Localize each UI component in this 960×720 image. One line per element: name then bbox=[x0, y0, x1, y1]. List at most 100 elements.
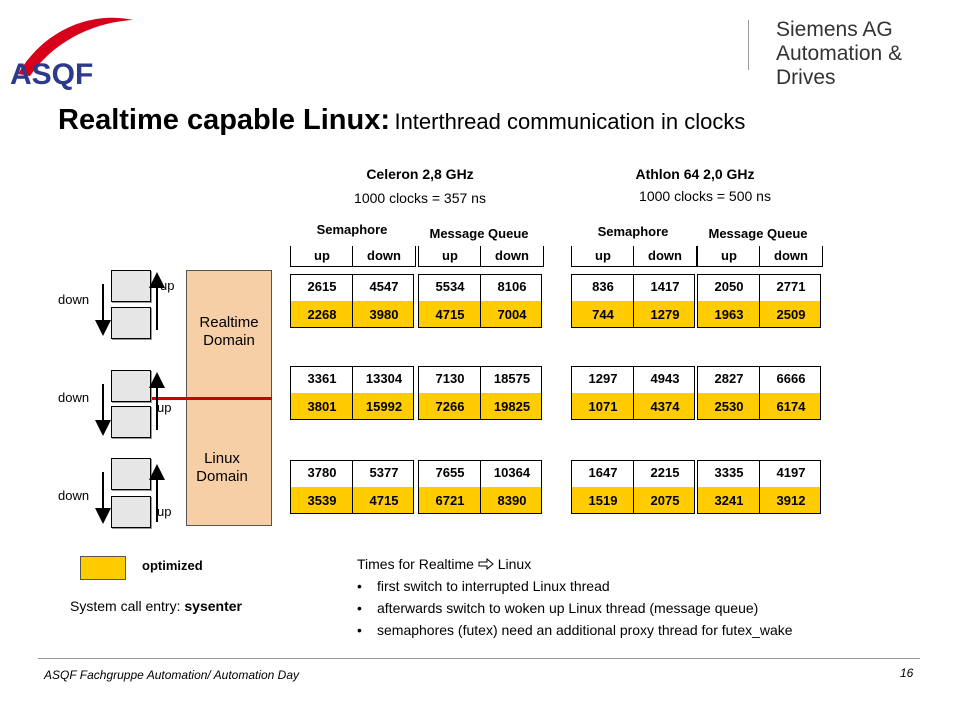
domain-separator-line bbox=[148, 397, 272, 400]
optimized-down-value: 1279 bbox=[650, 307, 680, 322]
timing-cell: 2050 2771 1963 2509 bbox=[697, 274, 821, 328]
title-main: Realtime capable Linux: bbox=[58, 104, 390, 136]
thread-box bbox=[111, 458, 151, 490]
footer-rule bbox=[38, 658, 920, 659]
realtime-domain-label: Realtime Domain bbox=[186, 314, 272, 350]
up-label: up bbox=[160, 278, 175, 293]
thread-box bbox=[111, 307, 151, 339]
timing-cell: 836 1417 744 1279 bbox=[571, 274, 695, 328]
company-division: Automation & Drives bbox=[776, 42, 903, 89]
col-down: down bbox=[495, 248, 529, 263]
up-value: 1297 bbox=[588, 371, 618, 386]
cpu1-name: Celeron 2,8 GHz bbox=[366, 166, 474, 182]
company-divider bbox=[748, 20, 749, 70]
list-item: • semaphores (futex) need an additional p… bbox=[357, 622, 793, 638]
logo-swoosh-icon bbox=[18, 17, 133, 76]
up-value: 836 bbox=[592, 279, 614, 294]
linux-line2: Domain bbox=[196, 468, 248, 485]
notes-heading: Times for Realtime Linux bbox=[357, 556, 531, 573]
up-value: 7655 bbox=[435, 465, 465, 480]
syscall-entry: System call entry: sysenter bbox=[70, 598, 242, 614]
page-number: 16 bbox=[900, 666, 914, 680]
syscall-value: sysenter bbox=[184, 598, 242, 614]
down-value: 10364 bbox=[493, 465, 531, 480]
thread-box bbox=[111, 270, 151, 302]
domain-diagram: Realtime Domain Linux Domain down down d… bbox=[40, 260, 280, 540]
down-value: 6666 bbox=[776, 371, 806, 386]
up-value: 2827 bbox=[714, 371, 744, 386]
syscall-prefix: System call entry: bbox=[70, 598, 185, 614]
optimized-down-value: 3980 bbox=[369, 307, 399, 322]
up-value: 3361 bbox=[307, 371, 337, 386]
timing-cell: 5534 8106 4715 7004 bbox=[418, 274, 542, 328]
group-label: Message Queue bbox=[708, 226, 808, 241]
group-label: Semaphore bbox=[316, 222, 388, 237]
thread-box bbox=[111, 496, 151, 528]
column-header: up down bbox=[571, 246, 697, 267]
optimized-up-value: 1071 bbox=[588, 399, 618, 414]
logo-text: ASQF bbox=[10, 58, 94, 91]
notes-heading-prefix: Times for Realtime bbox=[357, 556, 474, 572]
down-value: 8106 bbox=[497, 279, 527, 294]
timing-cell: 1297 4943 1071 4374 bbox=[571, 366, 695, 420]
timing-cell: 1647 2215 1519 2075 bbox=[571, 460, 695, 514]
col-up: up bbox=[721, 248, 737, 263]
company-block: Siemens AG Automation & Drives bbox=[748, 18, 958, 89]
column-header: up down bbox=[418, 246, 544, 267]
optimized-down-value: 4715 bbox=[369, 493, 399, 508]
optimized-up-value: 1519 bbox=[588, 493, 618, 508]
optimized-down-value: 2509 bbox=[776, 307, 806, 322]
company-name: Siemens AG bbox=[776, 18, 893, 41]
down-value: 13304 bbox=[365, 371, 403, 386]
linux-domain-label: Linux Domain bbox=[182, 450, 262, 486]
column-header: up down bbox=[697, 246, 823, 267]
down-value: 4547 bbox=[369, 279, 399, 294]
down-value: 4197 bbox=[776, 465, 806, 480]
up-value: 2050 bbox=[714, 279, 744, 294]
optimized-up-value: 2530 bbox=[714, 399, 744, 414]
optimized-up-value: 7266 bbox=[435, 399, 465, 414]
up-value: 5534 bbox=[435, 279, 465, 294]
optimized-up-value: 744 bbox=[592, 307, 614, 322]
optimized-down-value: 6174 bbox=[776, 399, 806, 414]
down-value: 18575 bbox=[493, 371, 531, 386]
optimized-up-value: 3539 bbox=[307, 493, 337, 508]
down-value: 4943 bbox=[650, 371, 680, 386]
timing-cell: 2827 6666 2530 6174 bbox=[697, 366, 821, 420]
optimized-up-value: 3241 bbox=[714, 493, 744, 508]
asqf-logo: ASQF bbox=[8, 14, 138, 94]
thread-box bbox=[111, 406, 151, 438]
optimized-down-value: 4374 bbox=[650, 399, 680, 414]
cpu2-clocks: 1000 clocks = 500 ns bbox=[639, 188, 771, 204]
optimized-down-value: 15992 bbox=[365, 399, 403, 414]
title-sub: Interthread communication in clocks bbox=[394, 109, 746, 134]
realtime-line1: Realtime bbox=[199, 314, 259, 331]
down-value: 1417 bbox=[650, 279, 680, 294]
timing-cell: 3780 5377 3539 4715 bbox=[290, 460, 414, 514]
up-value: 2615 bbox=[307, 279, 337, 294]
timing-cell: 7130 18575 7266 19825 bbox=[418, 366, 542, 420]
col-up: up bbox=[595, 248, 611, 263]
optimized-down-value: 7004 bbox=[497, 307, 527, 322]
optimized-up-value: 4715 bbox=[435, 307, 465, 322]
realtime-line2: Domain bbox=[203, 332, 255, 349]
optimized-down-value: 3912 bbox=[776, 493, 806, 508]
optimized-down-value: 19825 bbox=[493, 399, 531, 414]
notes-list: • first switch to interrupted Linux threa… bbox=[357, 578, 917, 644]
optimized-up-value: 6721 bbox=[435, 493, 465, 508]
down-value: 5377 bbox=[369, 465, 399, 480]
optimized-up-value: 2268 bbox=[307, 307, 337, 322]
down-value: 2771 bbox=[776, 279, 806, 294]
col-down: down bbox=[648, 248, 682, 263]
down-label: down bbox=[58, 292, 90, 307]
footer-text: ASQF Fachgruppe Automation/ Automation D… bbox=[44, 668, 300, 682]
down-value: 2215 bbox=[650, 465, 680, 480]
arrows-icon bbox=[95, 272, 165, 524]
up-label: up bbox=[157, 504, 172, 519]
col-down: down bbox=[774, 248, 808, 263]
down-label: down bbox=[58, 488, 90, 503]
group-label: Message Queue bbox=[429, 226, 529, 241]
col-up: up bbox=[314, 248, 330, 263]
down-label: down bbox=[58, 390, 90, 405]
timing-cell: 2615 4547 2268 3980 bbox=[290, 274, 414, 328]
